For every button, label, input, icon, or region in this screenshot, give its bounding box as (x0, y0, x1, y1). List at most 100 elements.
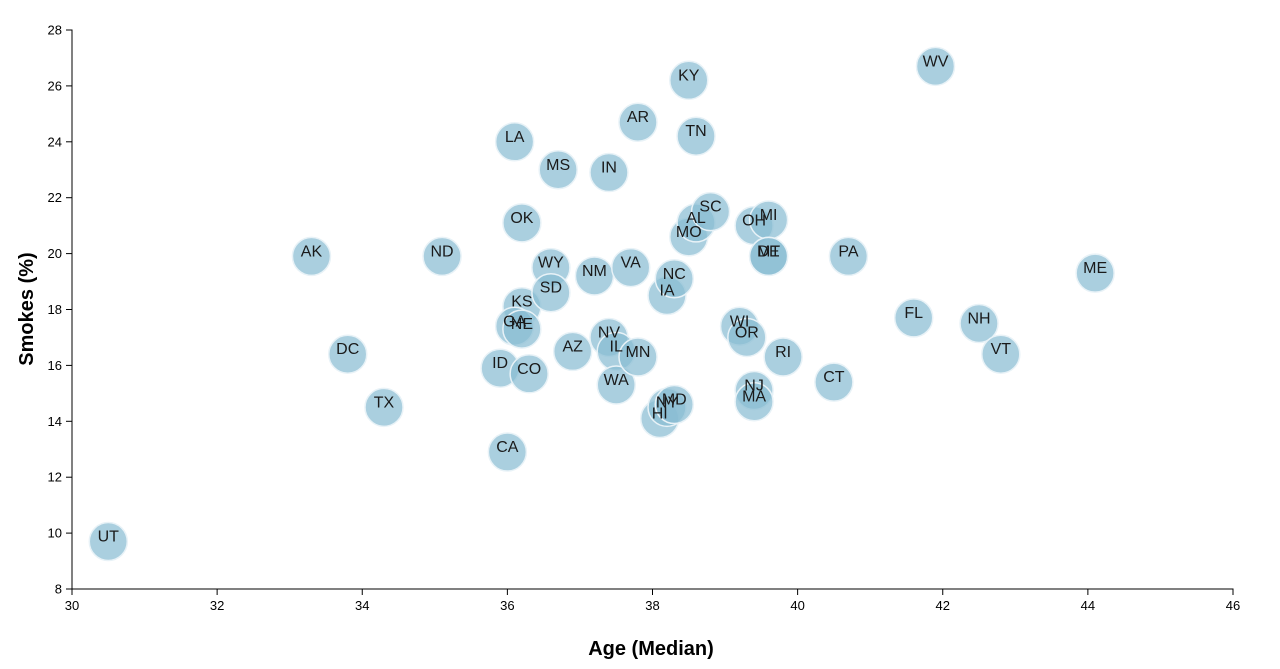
point-label: MD (662, 392, 687, 409)
point-label: HI (652, 406, 668, 423)
x-tick-label: 32 (210, 598, 224, 613)
point-label: WY (538, 255, 564, 272)
data-point-nh[interactable] (959, 303, 999, 344)
y-tick-label: 8 (55, 582, 62, 597)
data-point-ut[interactable] (88, 521, 129, 562)
points-layer (88, 46, 1115, 562)
point-label: IL (610, 338, 623, 355)
data-point-ct[interactable] (814, 362, 854, 402)
point-label: AL (686, 210, 706, 227)
data-point-va[interactable] (610, 247, 651, 288)
point-label: DE (757, 243, 779, 260)
point-label: NJ (744, 378, 764, 395)
y-tick-label: 28 (48, 23, 62, 38)
point-label: CO (517, 361, 541, 378)
data-point-vt[interactable] (981, 334, 1021, 374)
point-label: AR (627, 109, 649, 126)
point-label: GA (503, 313, 526, 330)
data-point-sc[interactable] (690, 191, 731, 232)
data-point-ok[interactable] (502, 203, 542, 243)
point-label: DC (336, 341, 359, 358)
data-point-me[interactable] (1075, 253, 1115, 293)
point-label: VA (621, 255, 641, 272)
y-tick-label: 16 (48, 358, 62, 373)
point-label: MT (757, 243, 780, 260)
point-label: CT (823, 369, 845, 386)
point-label: KS (511, 294, 532, 311)
point-label: VT (991, 341, 1012, 358)
point-label: OH (742, 213, 766, 230)
point-label: KY (678, 67, 700, 84)
data-point-sd[interactable] (531, 272, 571, 313)
data-point-nc[interactable] (654, 259, 695, 299)
x-axis-title: Age (Median) (588, 638, 714, 660)
data-point-md[interactable] (654, 384, 695, 425)
y-tick-label: 26 (48, 78, 62, 93)
y-tick-label: 22 (48, 190, 62, 205)
data-point-az[interactable] (552, 331, 593, 372)
point-label: OR (735, 324, 759, 341)
data-point-pa[interactable] (828, 236, 869, 277)
x-tick-label: 36 (500, 598, 514, 613)
data-point-dc[interactable] (327, 334, 368, 374)
point-label: NM (582, 263, 607, 280)
point-label: FL (904, 305, 923, 322)
x-tick-label: 38 (645, 598, 659, 613)
y-axis-title: Smokes (%) (16, 252, 38, 365)
data-point-fl[interactable] (893, 298, 934, 338)
point-label: UT (98, 528, 120, 545)
point-label: SC (699, 199, 721, 216)
point-label: MI (760, 207, 778, 224)
point-label: PA (838, 243, 858, 260)
data-point-co[interactable] (509, 354, 549, 394)
data-point-ky[interactable] (669, 60, 709, 101)
point-label: IA (659, 283, 674, 300)
point-label: WI (730, 313, 750, 330)
y-axis: 8 10 12 14 16 18 20 22 24 26 28 (48, 23, 73, 597)
point-label: NY (656, 394, 679, 411)
point-label: AZ (562, 338, 583, 355)
y-tick-label: 10 (48, 526, 62, 541)
x-tick-label: 30 (65, 598, 79, 613)
point-label: SD (540, 280, 562, 297)
data-point-ne[interactable] (502, 309, 542, 349)
data-point-nd[interactable] (422, 236, 462, 277)
point-label: RI (775, 344, 791, 361)
point-label: CA (496, 439, 519, 456)
y-tick-label: 18 (48, 302, 62, 317)
data-point-la[interactable] (494, 122, 535, 162)
data-point-ar[interactable] (618, 102, 658, 142)
data-point-ms[interactable] (538, 150, 578, 190)
x-axis: 30 32 34 36 38 40 42 44 46 (65, 588, 1240, 613)
data-point-mt[interactable] (748, 236, 789, 277)
data-point-or[interactable] (727, 317, 767, 358)
y-tick-label: 12 (48, 470, 62, 485)
point-label: MO (676, 224, 702, 241)
data-point-wa[interactable] (596, 365, 636, 405)
data-point-ma[interactable] (734, 381, 774, 422)
y-tick-label: 20 (48, 246, 62, 261)
data-point-tx[interactable] (364, 387, 404, 428)
x-tick-label: 34 (355, 598, 369, 613)
point-label: MA (742, 389, 766, 406)
point-label: NH (967, 310, 990, 327)
data-point-ak[interactable] (291, 236, 332, 277)
x-tick-label: 40 (790, 598, 804, 613)
point-label: MS (546, 157, 570, 174)
y-tick-label: 24 (48, 134, 62, 149)
data-point-ca[interactable] (487, 432, 528, 472)
point-label: ID (492, 355, 508, 372)
x-tick-label: 44 (1081, 598, 1095, 613)
data-point-mn[interactable] (618, 337, 658, 377)
point-label: TX (374, 394, 395, 411)
data-point-tn[interactable] (676, 116, 716, 156)
data-point-ri[interactable] (763, 337, 803, 377)
data-point-in[interactable] (589, 152, 629, 193)
point-label: NV (598, 324, 621, 341)
y-tick-label: 14 (48, 414, 62, 429)
data-point-wv[interactable] (915, 46, 956, 87)
point-label: ME (1083, 260, 1107, 277)
point-label: MN (626, 344, 651, 361)
